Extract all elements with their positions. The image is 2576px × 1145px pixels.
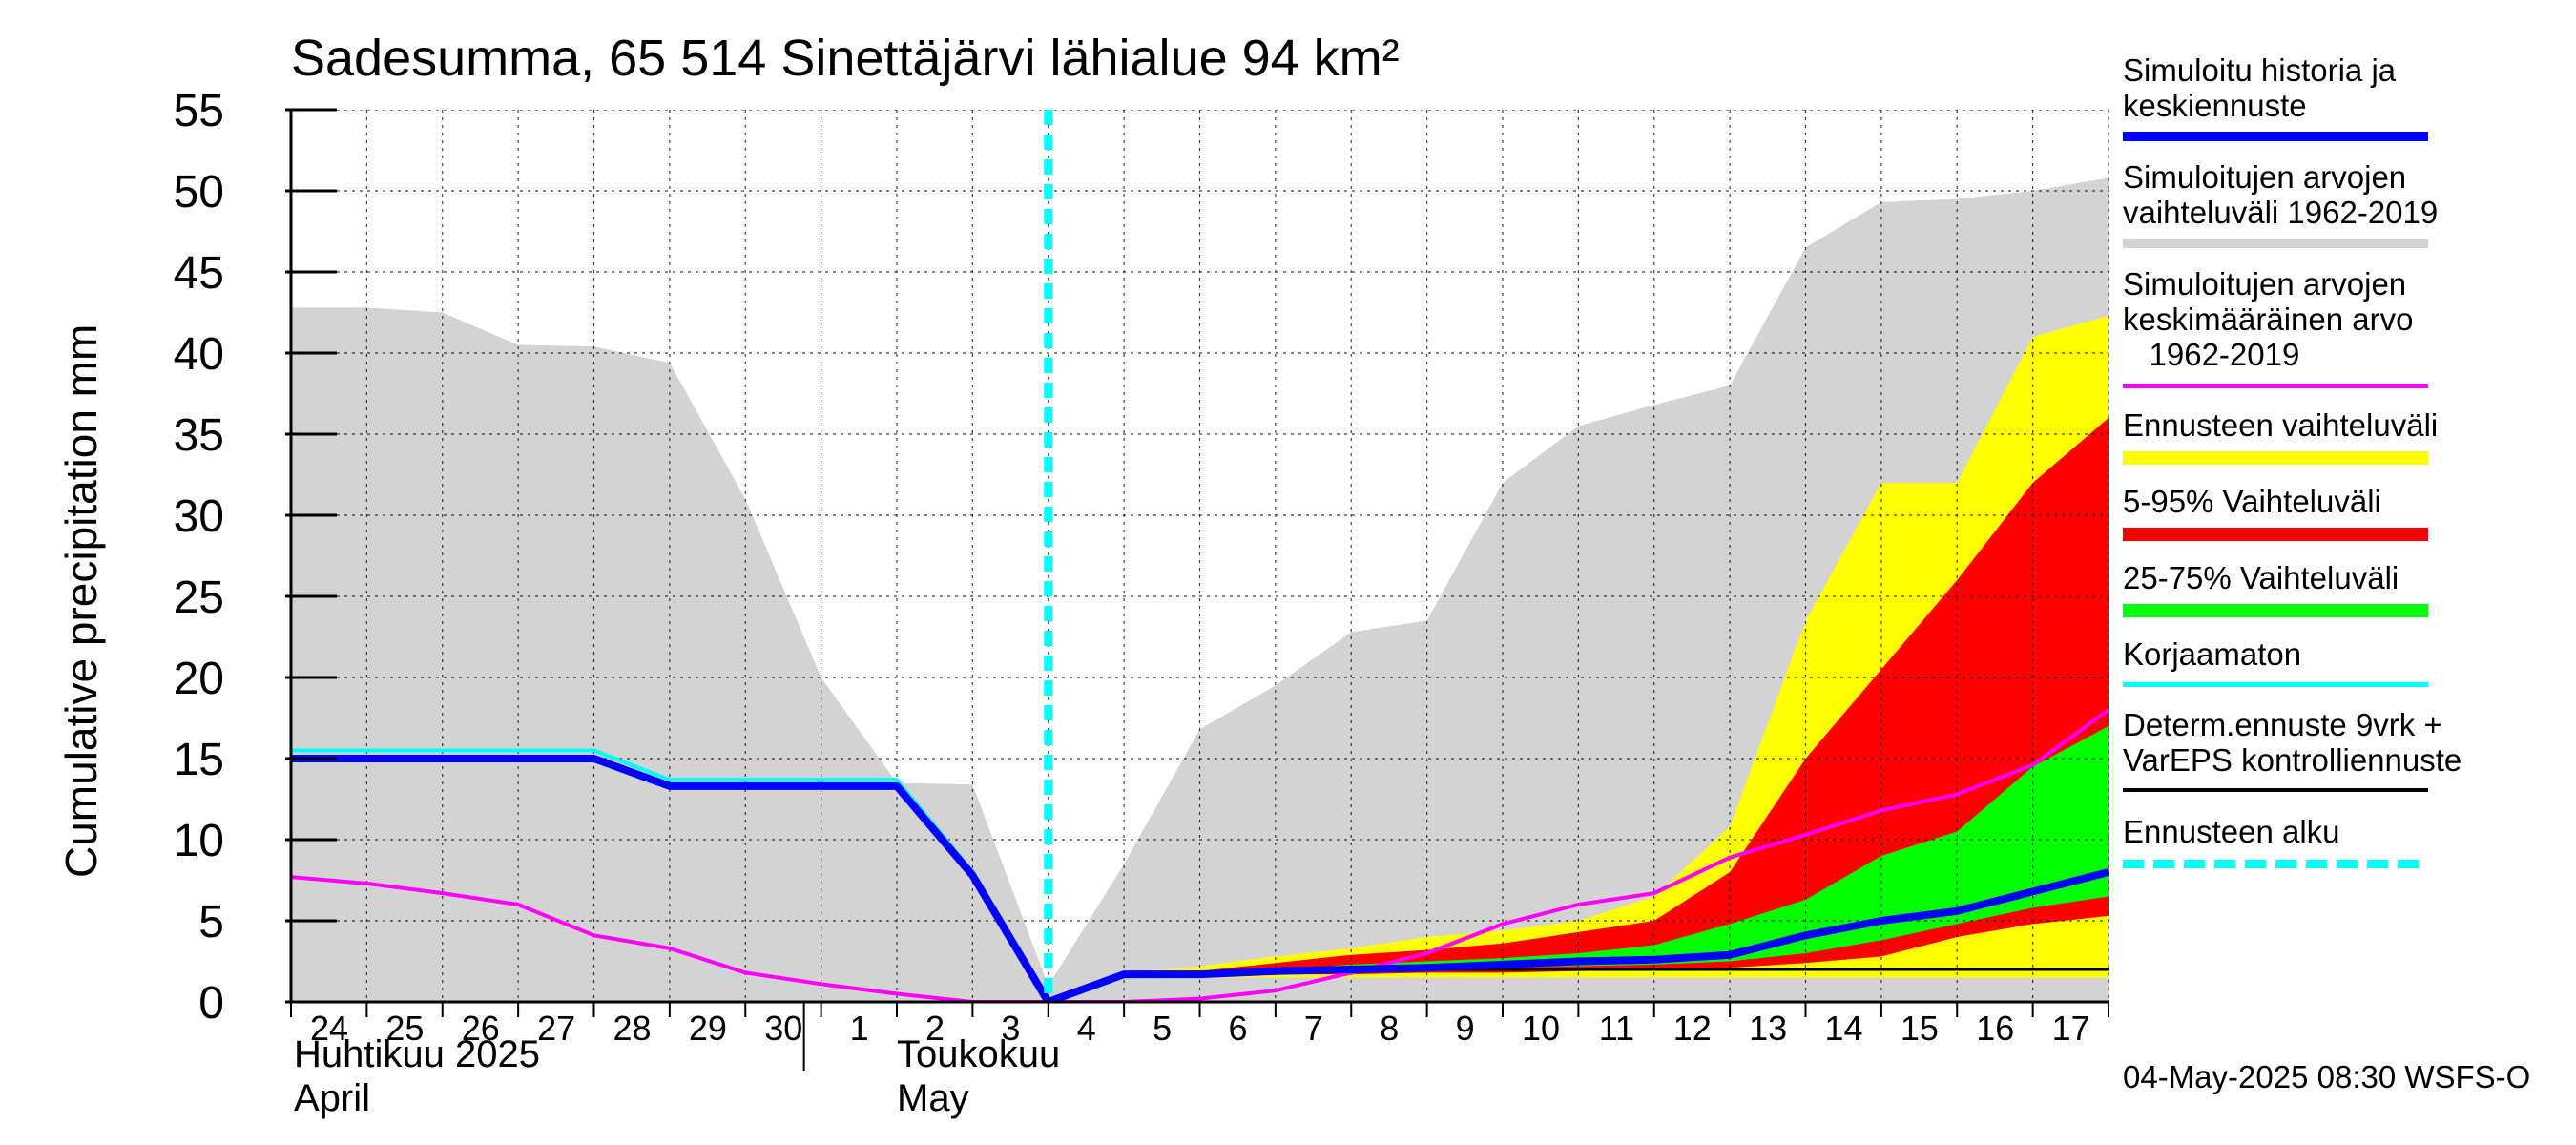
x-tick-label: 9 bbox=[1456, 1009, 1475, 1048]
y-axis-label: Cumulative precipitation mm bbox=[56, 323, 106, 878]
x-tick-label: 29 bbox=[689, 1009, 727, 1048]
legend-label-p25-75: 25-75% Vaihteluväli bbox=[2123, 560, 2399, 595]
legend-swatch-determ bbox=[2123, 788, 2428, 792]
legend-label-forecast-start: Ennusteen alku bbox=[2123, 814, 2340, 849]
legend-item-p25-75: 25-75% Vaihteluväli bbox=[2123, 560, 2571, 617]
footer-timestamp: 04-May-2025 08:30 WSFS-O bbox=[2123, 1059, 2531, 1094]
y-tick-label: 55 bbox=[174, 86, 224, 136]
legend-swatch-uncorrected bbox=[2123, 682, 2428, 687]
x-tick-label: 10 bbox=[1522, 1009, 1560, 1048]
x-tick-label: 6 bbox=[1228, 1009, 1247, 1048]
legend-item-simulated: Simuloitu historia ja keskiennuste bbox=[2123, 52, 2571, 141]
legend-label-forecast-range: Ennusteen vaihteluväli bbox=[2123, 407, 2439, 443]
x-tick-label: 13 bbox=[1749, 1009, 1787, 1048]
y-tick-label: 20 bbox=[174, 654, 224, 704]
y-tick-label: 0 bbox=[198, 978, 224, 1029]
month-label-april: Huhtikuu 2025 April bbox=[294, 1032, 540, 1120]
legend-label-mean: Simuloitujen arvojen keskimääräinen arvo… bbox=[2123, 266, 2414, 372]
legend-item-uncorrected: Korjaamaton bbox=[2123, 636, 2571, 687]
x-tick-label: 14 bbox=[1824, 1009, 1862, 1048]
y-tick-label: 50 bbox=[174, 167, 224, 218]
legend-swatch-history-range bbox=[2123, 239, 2428, 248]
legend-item-p5-95: 5-95% Vaihteluväli bbox=[2123, 484, 2571, 541]
x-tick-label: 28 bbox=[613, 1009, 651, 1048]
y-tick-label: 10 bbox=[174, 816, 224, 866]
y-tick-label: 5 bbox=[198, 897, 224, 947]
x-tick-label: 17 bbox=[2052, 1009, 2090, 1048]
chart-grid bbox=[291, 110, 2109, 1002]
x-tick-label: 7 bbox=[1304, 1009, 1323, 1048]
simulated-line bbox=[291, 755, 2109, 1002]
legend-swatch-p25-75 bbox=[2123, 604, 2428, 617]
chart-lines-layer bbox=[291, 110, 2109, 1002]
x-tick-label: 26 bbox=[462, 1009, 500, 1048]
y-tick-label: 35 bbox=[174, 410, 224, 461]
x-tick-label: 1 bbox=[850, 1009, 869, 1048]
x-tick-label: 16 bbox=[1976, 1009, 2014, 1048]
x-tick-label: 27 bbox=[537, 1009, 575, 1048]
legend-swatch-forecast-start bbox=[2123, 860, 2428, 868]
chart-areas-layer bbox=[291, 177, 2109, 1002]
p25-75-area bbox=[1048, 726, 2109, 1002]
legend-label-determ: Determ.ennuste 9vrk + VarEPS kontrollien… bbox=[2123, 707, 2462, 778]
x-tick-label: 15 bbox=[1901, 1009, 1939, 1048]
legend-item-history-range: Simuloitujen arvojen vaihteluväli 1962-2… bbox=[2123, 159, 2571, 248]
y-tick-label: 25 bbox=[174, 572, 224, 623]
legend-item-mean: Simuloitujen arvojen keskimääräinen arvo… bbox=[2123, 266, 2571, 388]
x-tick-label: 30 bbox=[764, 1009, 802, 1048]
legend-item-forecast-range: Ennusteen vaihteluväli bbox=[2123, 407, 2571, 465]
legend-item-forecast-start: Ennusteen alku bbox=[2123, 814, 2571, 868]
x-tick-label: 5 bbox=[1153, 1009, 1172, 1048]
month-en-may: May bbox=[897, 1077, 969, 1119]
x-tick-label: 12 bbox=[1673, 1009, 1712, 1048]
p5-95-area bbox=[1048, 418, 2109, 1002]
x-tick-label: 11 bbox=[1599, 1009, 1634, 1048]
legend-swatch-forecast-range bbox=[2123, 451, 2428, 465]
y-tick-label: 30 bbox=[174, 491, 224, 542]
month-en-april: April bbox=[294, 1077, 371, 1119]
x-tick-label: 3 bbox=[1001, 1009, 1020, 1048]
legend-swatch-p5-95 bbox=[2123, 528, 2428, 541]
y-tick-label: 40 bbox=[174, 329, 224, 380]
legend-swatch-mean bbox=[2123, 384, 2428, 388]
x-tick-label: 2 bbox=[925, 1009, 945, 1048]
y-tick-label: 15 bbox=[174, 735, 224, 785]
legend-label-uncorrected: Korjaamaton bbox=[2123, 636, 2302, 672]
legend-item-determ: Determ.ennuste 9vrk + VarEPS kontrollien… bbox=[2123, 707, 2571, 792]
y-tick-label: 45 bbox=[174, 248, 224, 299]
x-tick-label: 24 bbox=[310, 1009, 348, 1048]
month-fi-april: Huhtikuu 2025 bbox=[294, 1033, 540, 1075]
legend-label-simulated: Simuloitu historia ja keskiennuste bbox=[2123, 52, 2397, 123]
x-tick-label: 8 bbox=[1380, 1009, 1399, 1048]
legend-swatch-simulated bbox=[2123, 132, 2428, 141]
month-label-may: Toukokuu May bbox=[897, 1032, 1060, 1120]
x-tick-label: 4 bbox=[1077, 1009, 1096, 1048]
legend-label-p5-95: 5-95% Vaihteluväli bbox=[2123, 484, 2381, 519]
legend-label-history-range: Simuloitujen arvojen vaihteluväli 1962-2… bbox=[2123, 159, 2439, 230]
month-fi-may: Toukokuu bbox=[897, 1033, 1061, 1075]
x-tick-label: 25 bbox=[385, 1009, 424, 1048]
history-range-area bbox=[291, 177, 2109, 1002]
chart-title: Sadesumma, 65 514 Sinettäjärvi lähialue … bbox=[291, 30, 1400, 87]
mean-line bbox=[291, 708, 2109, 1002]
